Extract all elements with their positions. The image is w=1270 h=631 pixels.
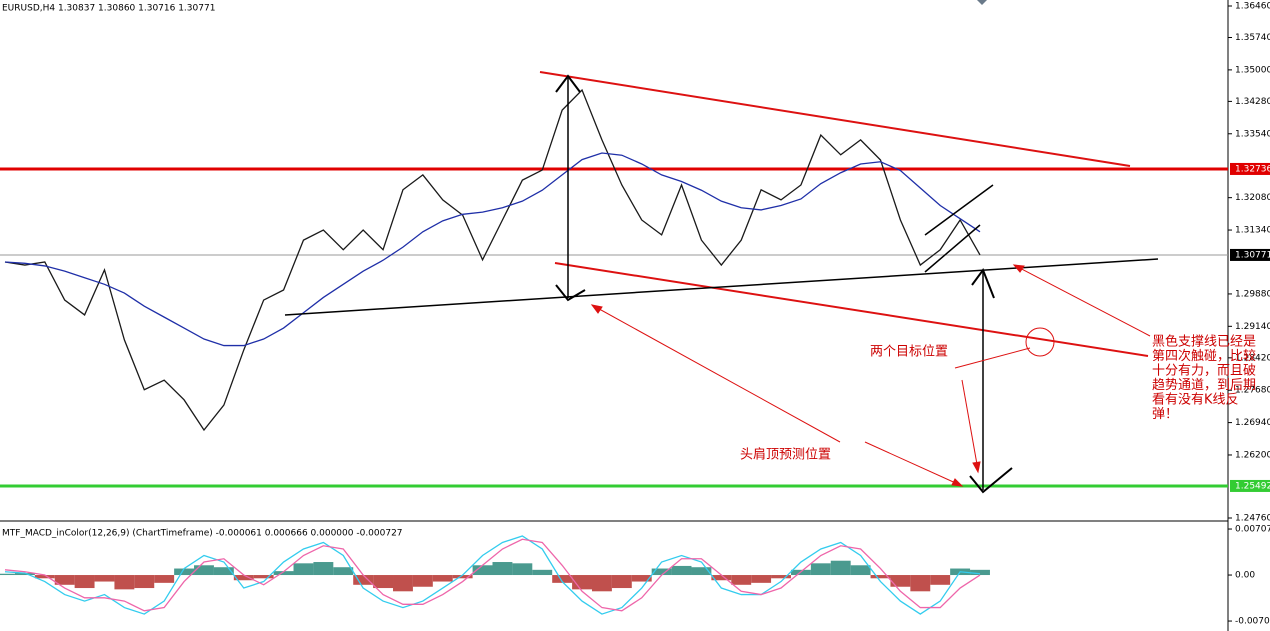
annotation-note: 黑色支撑线已经是 xyxy=(1152,334,1256,350)
histogram-bar xyxy=(771,575,791,579)
series-line xyxy=(4,152,981,347)
level-box xyxy=(1230,479,1270,492)
y-tick-label: 1.29140 xyxy=(1235,322,1270,332)
y-tick-label: 1.29880 xyxy=(1235,289,1270,299)
histogram-bar xyxy=(313,562,334,576)
histogram-bar xyxy=(671,565,692,576)
histogram-bar xyxy=(611,575,632,589)
histogram-bar xyxy=(492,562,513,576)
histogram-bar xyxy=(94,575,115,582)
histogram-bar xyxy=(14,573,35,576)
histogram-bar xyxy=(253,575,274,579)
y-tick-label: 1.27680 xyxy=(1235,386,1270,396)
support-line xyxy=(284,258,1159,316)
histogram-bar xyxy=(830,560,851,576)
series-line xyxy=(4,88,981,432)
marker xyxy=(977,0,987,5)
histogram-bar xyxy=(890,575,911,587)
histogram-bar xyxy=(114,575,135,590)
y-tick-label: 1.26940 xyxy=(1235,418,1270,428)
histogram-bar xyxy=(910,575,931,592)
histogram-bar xyxy=(293,563,314,576)
y-tick-label: -0.00707 xyxy=(1235,617,1270,627)
histogram-bar xyxy=(432,575,453,582)
level-box xyxy=(1230,162,1270,175)
histogram-bar xyxy=(631,575,652,582)
histogram-bar xyxy=(452,575,473,579)
y-tick-label: 1.26200 xyxy=(1235,450,1270,460)
histogram-bar xyxy=(154,575,175,583)
y-tick-label: 1.28420 xyxy=(1235,353,1270,363)
histogram-bar xyxy=(651,568,672,576)
y-tick-label: 1.35740 xyxy=(1235,33,1270,43)
analysis-drawings xyxy=(284,71,1159,494)
channel-small xyxy=(924,184,994,236)
histogram-bar xyxy=(333,567,354,576)
histogram-bar xyxy=(591,575,612,592)
pointer-arrows xyxy=(590,264,1151,487)
histogram-bar xyxy=(353,575,374,585)
level-box xyxy=(1230,248,1270,261)
histogram-bar xyxy=(472,565,493,576)
channel-line xyxy=(539,71,1131,167)
arrow-head xyxy=(969,267,1013,494)
histogram-bar xyxy=(870,575,891,579)
y-tick-label: 1.36460 xyxy=(1235,1,1270,11)
arrow-head xyxy=(555,74,586,302)
histogram-bar xyxy=(34,575,55,579)
annotation: 两个目标位置 xyxy=(870,345,948,360)
histogram-bar xyxy=(970,569,990,576)
annotation-note: 弹！ xyxy=(1152,407,1178,422)
annotation-note: 十分有力，而且破 xyxy=(1152,364,1256,379)
histogram-bar xyxy=(532,569,553,576)
y-tick-label: 1.35000 xyxy=(1235,65,1270,75)
histogram-bar xyxy=(213,567,234,576)
histogram-bar xyxy=(412,575,433,587)
annotation-note: 第四次触碰，比较 xyxy=(1152,348,1256,364)
annotation-note: 趋势通道，到后期 xyxy=(1152,377,1256,393)
histogram-bar xyxy=(54,575,75,585)
level-label: 1.25492 xyxy=(1235,481,1270,491)
series-line xyxy=(4,535,981,615)
channel-small xyxy=(924,224,981,273)
histogram-bar xyxy=(512,563,533,576)
histogram-bar xyxy=(691,567,712,576)
y-tick-label: 0.00 xyxy=(1235,571,1255,581)
y-tick-label: 0.00707 xyxy=(1235,525,1270,535)
y-tick-label: 1.31340 xyxy=(1235,226,1270,236)
histogram-bar xyxy=(174,568,195,576)
y-tick-label: 1.34280 xyxy=(1235,97,1270,107)
indicator-header: MTF_MACD_inColor(12,26,9) (ChartTimefram… xyxy=(2,529,403,539)
channel-line xyxy=(554,262,1149,357)
histogram-bar xyxy=(731,575,752,585)
y-tick-label: 1.32080 xyxy=(1235,193,1270,203)
histogram-bar xyxy=(74,575,95,589)
histogram-bar xyxy=(373,575,394,589)
histogram-bar xyxy=(393,575,413,592)
y-tick-label: 1.33540 xyxy=(1235,129,1270,139)
chart-header: EURUSD,H4 1.30837 1.30860 1.30716 1.3077… xyxy=(2,4,215,14)
level-label: 1.30771 xyxy=(1235,250,1270,260)
histogram-bar xyxy=(810,563,831,576)
series-line xyxy=(4,538,981,612)
histogram-bar xyxy=(273,571,294,576)
annotation: 头肩顶预测位置 xyxy=(740,447,831,463)
histogram-bar xyxy=(930,575,951,585)
histogram-bar xyxy=(552,575,573,583)
histogram-bar xyxy=(711,575,732,581)
histogram-bar xyxy=(850,565,871,576)
annotation-note: 看有没有K线反 xyxy=(1152,392,1239,408)
histogram-bar xyxy=(751,575,772,583)
histogram-bar xyxy=(134,575,155,589)
target-circle xyxy=(1025,327,1055,357)
y-tick-label: 1.24760 xyxy=(1235,513,1270,523)
histogram-bar xyxy=(194,565,214,576)
histogram-bar xyxy=(0,573,15,576)
histogram-bar xyxy=(233,575,254,581)
level-label: 1.32736 xyxy=(1235,164,1270,174)
